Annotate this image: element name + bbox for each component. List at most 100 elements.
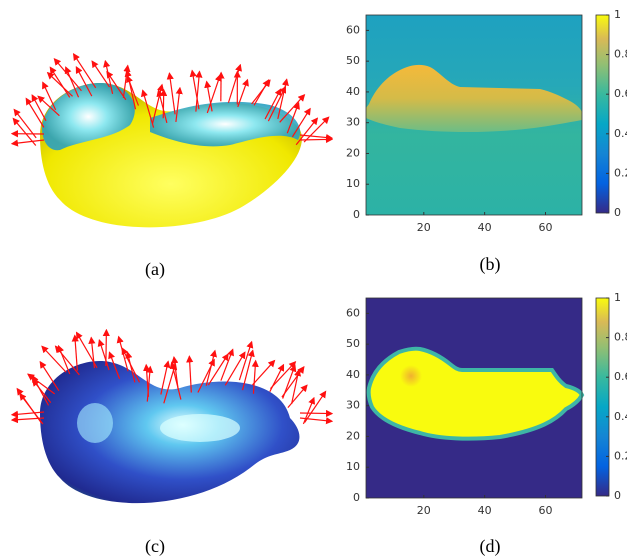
colorbar-tick-label: 0.6 <box>614 370 627 383</box>
normal-arrow <box>287 384 308 409</box>
normal-arrow <box>25 97 45 128</box>
normal-arrow <box>286 101 300 134</box>
normal-arrow <box>125 351 136 383</box>
x-tick-label: 20 <box>417 504 431 517</box>
surface-render-a <box>10 53 334 228</box>
normal-arrow <box>10 410 45 418</box>
axes-frame <box>365 297 583 499</box>
normal-arrow <box>251 79 271 105</box>
normal-arrow <box>27 373 56 395</box>
normal-arrow <box>291 107 311 138</box>
normal-arrow <box>207 353 229 386</box>
y-tick-label: 20 <box>346 429 360 442</box>
normal-arrow <box>205 349 217 386</box>
normal-arrow <box>269 363 285 392</box>
normal-arrow <box>238 340 254 381</box>
normal-arrow <box>169 361 182 400</box>
normal-arrow <box>49 66 71 98</box>
normal-arrow <box>88 336 96 369</box>
normal-arrow <box>237 78 249 108</box>
caption: (c) <box>145 536 165 557</box>
normal-arrow <box>290 368 302 405</box>
normal-arrow <box>299 135 334 144</box>
x-tick-label: 40 <box>478 504 492 517</box>
heatmap-region <box>366 346 585 441</box>
normal-arrow <box>241 349 255 391</box>
normal-arrow <box>97 338 110 371</box>
y-tick-label: 50 <box>346 337 360 350</box>
colorbar-tick-label: 0 <box>614 489 621 502</box>
colorbar-tick-label: 0.8 <box>614 331 627 344</box>
normal-arrow <box>299 133 334 142</box>
heatmap-d <box>366 298 585 498</box>
normal-arrow <box>54 345 80 376</box>
caption: (b) <box>480 254 501 275</box>
caption: (a) <box>145 259 165 280</box>
normal-arrow <box>42 81 57 111</box>
normal-arrow <box>224 351 246 386</box>
normal-arrow <box>126 75 139 106</box>
y-tick-label: 60 <box>346 23 360 36</box>
heatmap-b <box>366 15 582 215</box>
y-tick-label: 30 <box>346 116 360 129</box>
normal-arrow <box>264 88 282 120</box>
heatmap-region <box>366 64 582 133</box>
normal-arrow <box>251 359 259 394</box>
normal-arrow <box>206 73 222 114</box>
normal-arrow <box>299 417 334 425</box>
colorbar-tick-label: 0.4 <box>614 127 627 140</box>
normal-arrow <box>121 347 141 383</box>
colorbar <box>595 14 610 214</box>
normal-arrow <box>186 355 194 393</box>
x-tick-label: 60 <box>538 504 552 517</box>
normal-arrow <box>195 70 203 112</box>
normal-arrow <box>72 53 97 89</box>
normal-arrow <box>31 94 47 122</box>
colorbar-tick-label: 0.2 <box>614 449 627 462</box>
normal-arrow <box>267 85 286 122</box>
normal-arrow <box>156 89 168 123</box>
surface-patch <box>42 83 135 151</box>
normal-arrow <box>220 348 234 381</box>
heatmap-spot <box>400 365 422 387</box>
x-tick-label: 20 <box>417 221 431 234</box>
normal-arrow <box>10 139 45 147</box>
normal-arrow <box>31 378 52 404</box>
normal-arrow <box>106 70 127 101</box>
normal-arrow <box>277 78 289 119</box>
surface-patch <box>150 101 301 147</box>
normal-arrow <box>160 360 171 395</box>
y-tick-label: 40 <box>346 85 360 98</box>
colorbar-tick-label: 1 <box>614 291 621 304</box>
normal-arrow <box>46 71 73 97</box>
normal-arrow <box>204 80 213 112</box>
y-tick-label: 30 <box>346 399 360 412</box>
y-tick-label: 50 <box>346 54 360 67</box>
colorbar-tick-label: 0.4 <box>614 410 627 423</box>
normal-arrow <box>175 86 183 122</box>
normal-arrow <box>10 416 45 424</box>
normal-arrow <box>39 360 60 391</box>
normal-arrow <box>146 365 154 402</box>
colorbar-tick-label: 1 <box>614 8 621 21</box>
normal-arrow <box>171 356 179 390</box>
normal-arrow <box>303 116 330 143</box>
normal-arrow <box>227 63 242 103</box>
normal-arrow <box>16 387 42 424</box>
normal-arrow <box>91 60 111 88</box>
normal-arrow <box>37 95 60 117</box>
colorbar-tick-label: 0.2 <box>614 166 627 179</box>
normal-arrow <box>279 93 306 123</box>
normal-arrow <box>189 69 200 110</box>
y-tick-label: 10 <box>346 460 360 473</box>
y-tick-label: 40 <box>346 368 360 381</box>
normal-arrow <box>71 334 79 371</box>
y-tick-label: 0 <box>353 208 360 221</box>
caption: (d) <box>480 536 501 557</box>
highlight <box>77 403 113 443</box>
x-tick-label: 40 <box>478 221 492 234</box>
surface-render-c <box>10 328 334 504</box>
colorbar-tick-label: 0 <box>614 206 621 219</box>
normal-arrow <box>253 78 270 106</box>
